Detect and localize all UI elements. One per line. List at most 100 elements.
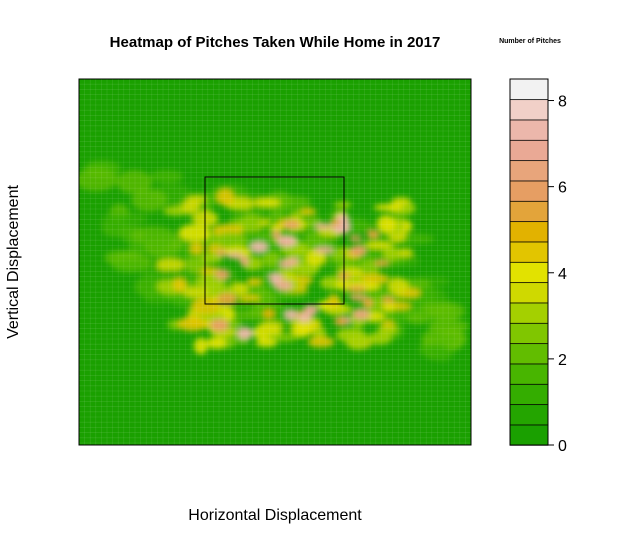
legend-tick-label: 2 (558, 352, 567, 369)
density-hotspot (366, 229, 380, 239)
density-blob (300, 208, 317, 216)
density-blob (192, 297, 221, 315)
legend-ticks: 0 2 4 6 8 (548, 94, 567, 455)
density-blob (246, 277, 262, 286)
density-blob (181, 199, 200, 214)
plot-area (78, 78, 472, 446)
density-blob (312, 327, 327, 339)
density-blob (193, 337, 208, 355)
density-blob (272, 196, 312, 207)
legend-swatch (509, 363, 549, 385)
legend-swatch (509, 220, 549, 243)
density-blob (276, 268, 297, 275)
density-blob (267, 333, 299, 342)
density-blob (364, 242, 393, 249)
density-blob (184, 257, 206, 273)
density-blob (373, 203, 404, 211)
density-hotspot (275, 280, 293, 290)
density-hotspot (349, 245, 367, 256)
density-hotspot (217, 292, 237, 305)
legend-tick-label: 8 (558, 94, 567, 111)
density-blob (155, 258, 185, 272)
legend-swatch (509, 139, 549, 162)
density-blob (128, 241, 150, 254)
legend-swatch (509, 322, 549, 345)
density-hotspot (363, 298, 374, 308)
density-blob (291, 324, 316, 332)
density-blob (382, 246, 401, 261)
chart-title: Heatmap of Pitches Taken While Home in 2… (110, 34, 441, 51)
density-blob (172, 277, 187, 292)
density-blob (149, 169, 184, 184)
legend-swatch (509, 98, 549, 121)
legend-swatch (509, 383, 549, 406)
density-blob (420, 302, 455, 314)
legend-swatch (509, 78, 549, 101)
density-blob (377, 325, 399, 335)
density-blob (177, 316, 209, 332)
density-blob (178, 224, 211, 242)
density-blob (307, 336, 335, 348)
density-blob (215, 232, 247, 249)
density-hotspot (283, 221, 301, 229)
density-hotspot (352, 309, 370, 320)
density-hotspot (284, 310, 298, 320)
density-blob (206, 337, 227, 349)
density-blob (391, 197, 411, 206)
density-blob (144, 228, 174, 249)
density-hotspot (334, 317, 347, 326)
legend-tick-label: 4 (558, 266, 567, 283)
density-blob (216, 188, 234, 206)
density-blob (418, 343, 450, 357)
density-blob (131, 188, 168, 212)
density-hotspot (314, 247, 334, 253)
y-axis-label: Vertical Displacement (5, 185, 22, 339)
density-blob (407, 313, 430, 325)
legend-swatch (509, 261, 549, 284)
legend-swatch (509, 241, 549, 263)
density-blob (231, 309, 274, 321)
density-blob (251, 289, 276, 307)
legend-swatch (509, 119, 549, 141)
density-hotspot (348, 235, 363, 241)
strike-zone (204, 176, 345, 305)
density-blob (116, 170, 153, 194)
density-blob (258, 321, 283, 331)
density-blob (388, 277, 408, 295)
density-blob (327, 294, 341, 307)
density-hotspot (381, 296, 395, 303)
density-blob (290, 318, 322, 327)
density-blob (238, 295, 261, 302)
density-hotspot (280, 239, 292, 245)
density-hotspot (272, 230, 281, 240)
density-blob (334, 201, 352, 209)
heat-grid-lines (79, 79, 471, 445)
density-hotspot (374, 260, 390, 266)
density-blob (101, 213, 128, 232)
density-blob (261, 252, 281, 267)
legend-tick-label: 6 (558, 180, 567, 197)
density-blob (79, 168, 118, 192)
legend-swatch (509, 159, 549, 182)
density-hotspot (209, 319, 229, 332)
legend-swatch (509, 342, 549, 365)
density-blob (110, 258, 147, 272)
density-hotspot (216, 251, 227, 257)
density-blob (335, 328, 367, 343)
legend-swatch (509, 200, 549, 223)
density-hotspot (349, 295, 367, 301)
legend-title: Number of Pitches (499, 38, 561, 45)
legend-swatch (509, 302, 549, 324)
legend-swatches (509, 78, 549, 446)
legend-swatch (509, 180, 549, 202)
legend-frame (509, 78, 549, 446)
density-hotspot (215, 270, 229, 280)
density-hotspot (240, 256, 249, 267)
legend-swatch (509, 281, 549, 304)
density-blob (253, 198, 281, 207)
density-hotspot (331, 219, 342, 227)
density-blob (366, 332, 392, 345)
density-hotspot (347, 285, 367, 292)
density-blob (382, 303, 396, 312)
